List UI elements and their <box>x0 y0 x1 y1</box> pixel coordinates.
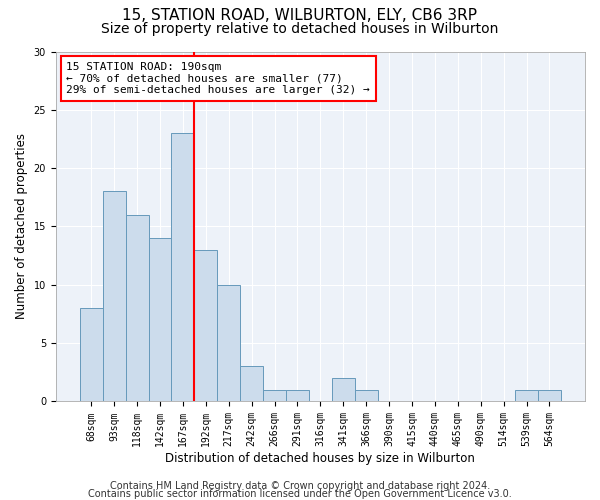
Text: Contains HM Land Registry data © Crown copyright and database right 2024.: Contains HM Land Registry data © Crown c… <box>110 481 490 491</box>
Bar <box>103 192 125 402</box>
Bar <box>172 133 194 402</box>
Y-axis label: Number of detached properties: Number of detached properties <box>15 134 28 320</box>
Text: 15, STATION ROAD, WILBURTON, ELY, CB6 3RP: 15, STATION ROAD, WILBURTON, ELY, CB6 3R… <box>122 8 478 22</box>
Text: Contains public sector information licensed under the Open Government Licence v3: Contains public sector information licen… <box>88 489 512 499</box>
Bar <box>263 390 286 402</box>
Bar <box>515 390 538 402</box>
Bar <box>355 390 377 402</box>
Bar <box>538 390 561 402</box>
Bar <box>80 308 103 402</box>
Bar <box>286 390 309 402</box>
X-axis label: Distribution of detached houses by size in Wilburton: Distribution of detached houses by size … <box>166 452 475 465</box>
Bar <box>217 285 240 402</box>
Bar <box>125 215 149 402</box>
Bar <box>194 250 217 402</box>
Bar <box>332 378 355 402</box>
Text: 15 STATION ROAD: 190sqm
← 70% of detached houses are smaller (77)
29% of semi-de: 15 STATION ROAD: 190sqm ← 70% of detache… <box>67 62 370 95</box>
Bar <box>149 238 172 402</box>
Bar <box>240 366 263 402</box>
Text: Size of property relative to detached houses in Wilburton: Size of property relative to detached ho… <box>101 22 499 36</box>
